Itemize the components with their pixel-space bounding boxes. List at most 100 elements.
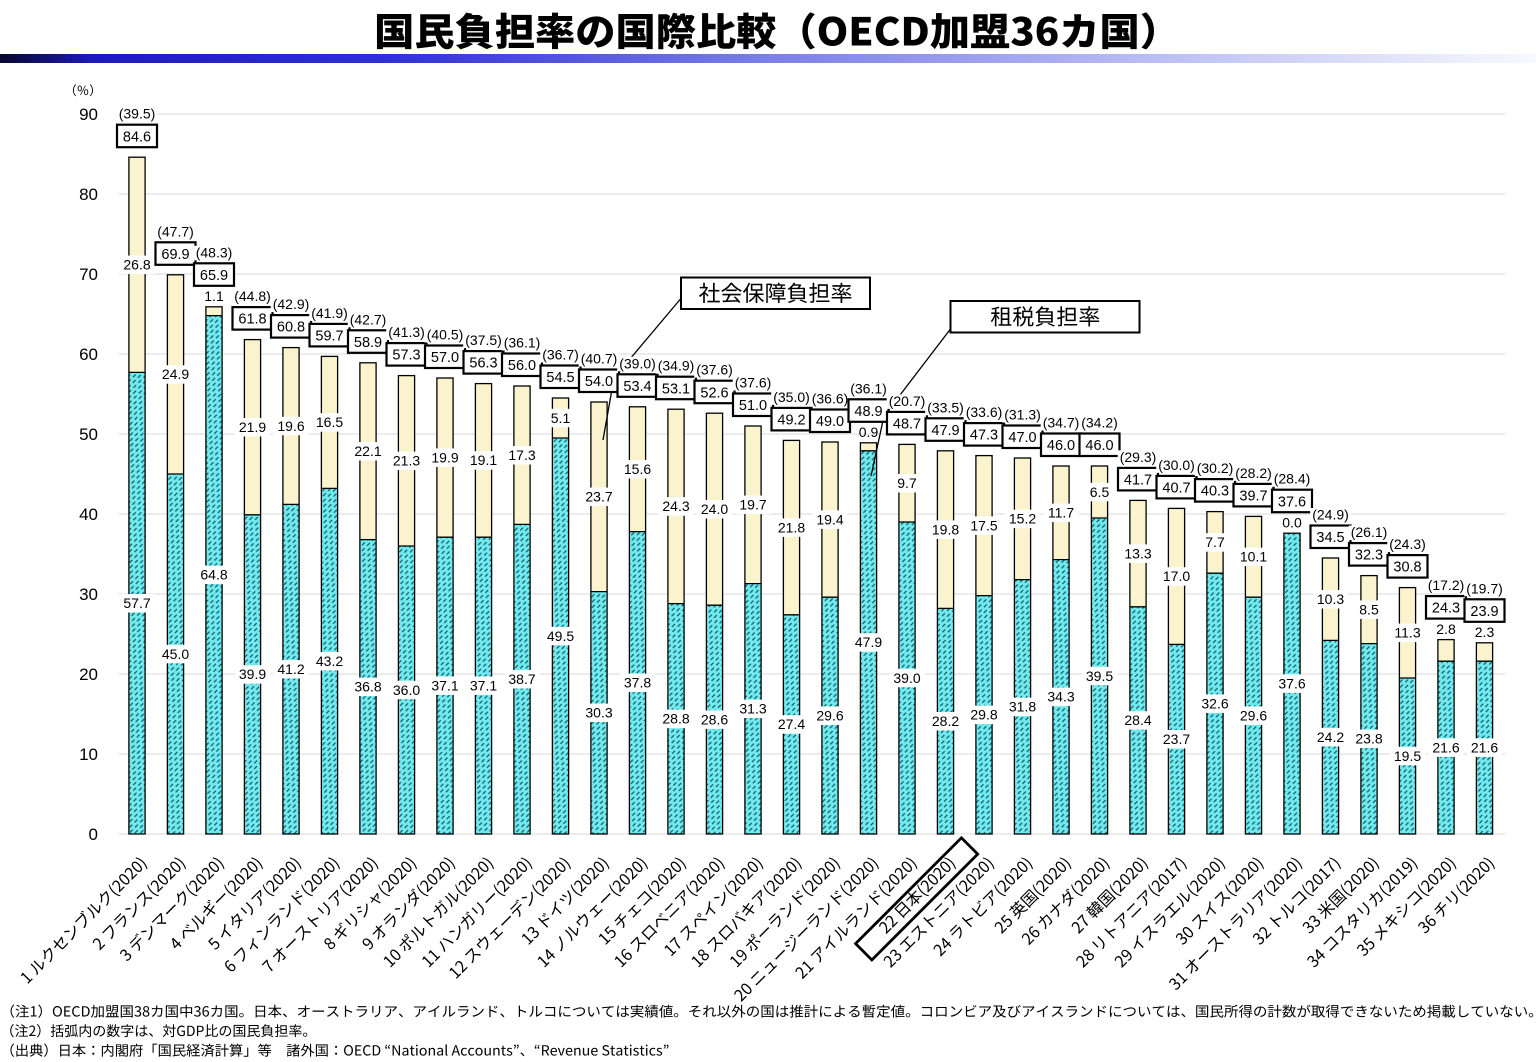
svg-text:(19.7): (19.7) [1466,580,1503,596]
svg-text:16.5: 16.5 [316,414,343,430]
svg-text:(31.3): (31.3) [1004,407,1041,423]
svg-text:21.8: 21.8 [778,519,805,535]
svg-text:21.3: 21.3 [393,453,420,469]
svg-text:24.3: 24.3 [1432,601,1460,617]
svg-text:28.8: 28.8 [662,711,689,727]
svg-text:40: 40 [79,505,98,524]
svg-text:(37.6): (37.6) [696,362,733,378]
svg-text:40.7: 40.7 [1162,481,1190,497]
svg-text:7.7: 7.7 [1205,534,1225,550]
svg-text:(39.5): (39.5) [119,106,156,122]
svg-text:37.6: 37.6 [1278,675,1305,691]
svg-text:28.6: 28.6 [701,711,728,727]
svg-text:(35.0): (35.0) [773,389,810,405]
svg-text:8.5: 8.5 [1359,601,1379,617]
svg-text:(36.6): (36.6) [812,391,849,407]
svg-text:48.9: 48.9 [854,404,882,420]
svg-text:54.5: 54.5 [546,370,574,386]
svg-text:41.2: 41.2 [277,661,304,677]
svg-text:17.5: 17.5 [970,517,997,533]
svg-text:57.7: 57.7 [123,595,150,611]
svg-text:0.9: 0.9 [859,424,879,440]
svg-text:(48.3): (48.3) [196,244,233,260]
svg-text:17.0: 17.0 [1163,568,1190,584]
svg-text:(28.2): (28.2) [1235,465,1272,481]
svg-text:58.9: 58.9 [354,335,382,351]
svg-text:9.7: 9.7 [897,475,917,491]
svg-text:47.3: 47.3 [970,428,998,444]
svg-text:49.0: 49.0 [816,414,844,430]
svg-text:60: 60 [79,345,98,364]
svg-text:45.0: 45.0 [162,646,189,662]
svg-text:32.3: 32.3 [1355,548,1383,564]
svg-text:29.8: 29.8 [970,707,997,723]
svg-text:22.1: 22.1 [354,443,381,459]
svg-text:19.8: 19.8 [932,521,959,537]
svg-text:23.7: 23.7 [585,489,612,505]
svg-text:24.9: 24.9 [162,366,189,382]
svg-text:(40.5): (40.5) [427,327,464,343]
svg-text:46.0: 46.0 [1047,438,1075,454]
svg-text:(47.7): (47.7) [157,223,194,239]
svg-text:(33.5): (33.5) [927,399,964,415]
svg-text:19.7: 19.7 [739,497,766,513]
svg-text:(41.9): (41.9) [311,305,348,321]
svg-text:24.3: 24.3 [662,498,689,514]
svg-text:0: 0 [89,825,98,844]
svg-text:57.0: 57.0 [431,350,459,366]
svg-text:19.6: 19.6 [277,418,304,434]
svg-text:(30.2): (30.2) [1197,460,1234,476]
svg-text:(44.8): (44.8) [234,288,271,304]
svg-text:23.9: 23.9 [1470,604,1498,620]
svg-text:59.7: 59.7 [315,329,343,345]
svg-text:39.0: 39.0 [893,670,920,686]
svg-text:61.8: 61.8 [238,312,266,328]
svg-text:23.8: 23.8 [1355,731,1382,747]
svg-text:15.2: 15.2 [1009,511,1036,527]
svg-text:49.5: 49.5 [547,628,574,644]
svg-text:6.5: 6.5 [1090,484,1110,500]
svg-text:65.9: 65.9 [200,268,228,284]
svg-text:30.3: 30.3 [585,705,612,721]
svg-text:(33.6): (33.6) [966,404,1003,420]
svg-text:43.2: 43.2 [316,653,343,669]
svg-text:10.1: 10.1 [1240,549,1267,565]
svg-text:28.4: 28.4 [1124,712,1151,728]
svg-text:(24.9): (24.9) [1312,507,1349,523]
svg-text:34.3: 34.3 [1047,689,1074,705]
svg-text:47.9: 47.9 [855,634,882,650]
svg-text:(36.1): (36.1) [850,380,887,396]
svg-text:47.0: 47.0 [1008,430,1036,446]
svg-text:29.6: 29.6 [816,707,843,723]
svg-text:11.7: 11.7 [1048,505,1074,521]
svg-text:34.5: 34.5 [1316,530,1344,546]
svg-text:13.3: 13.3 [1124,545,1151,561]
svg-text:39.9: 39.9 [239,666,266,682]
svg-text:(26.1): (26.1) [1351,524,1388,540]
svg-text:69.9: 69.9 [161,247,189,263]
svg-text:36.0: 36.0 [393,682,420,698]
svg-text:(37.5): (37.5) [465,332,502,348]
svg-text:47.9: 47.9 [931,423,959,439]
svg-text:51.0: 51.0 [739,398,767,414]
svg-text:24.2: 24.2 [1317,729,1344,745]
svg-text:(37.6): (37.6) [735,375,772,391]
svg-text:27.4: 27.4 [778,716,805,732]
svg-text:(30.0): (30.0) [1158,457,1195,473]
svg-text:52.6: 52.6 [700,385,728,401]
svg-text:5.1: 5.1 [551,410,571,426]
svg-text:24.0: 24.0 [701,501,728,517]
svg-text:(34.9): (34.9) [658,358,695,374]
svg-text:30: 30 [79,585,98,604]
svg-text:11.3: 11.3 [1394,625,1420,641]
svg-text:56.0: 56.0 [508,358,536,374]
svg-text:(34.7): (34.7) [1043,415,1080,431]
svg-text:53.4: 53.4 [623,379,651,395]
svg-text:21.9: 21.9 [239,419,266,435]
svg-text:37.6: 37.6 [1278,494,1306,510]
svg-text:29.6: 29.6 [1240,707,1267,723]
svg-text:(20.7): (20.7) [889,393,926,409]
svg-text:39.5: 39.5 [1086,668,1113,684]
svg-text:(24.3): (24.3) [1389,536,1426,552]
svg-text:37.1: 37.1 [470,677,497,693]
